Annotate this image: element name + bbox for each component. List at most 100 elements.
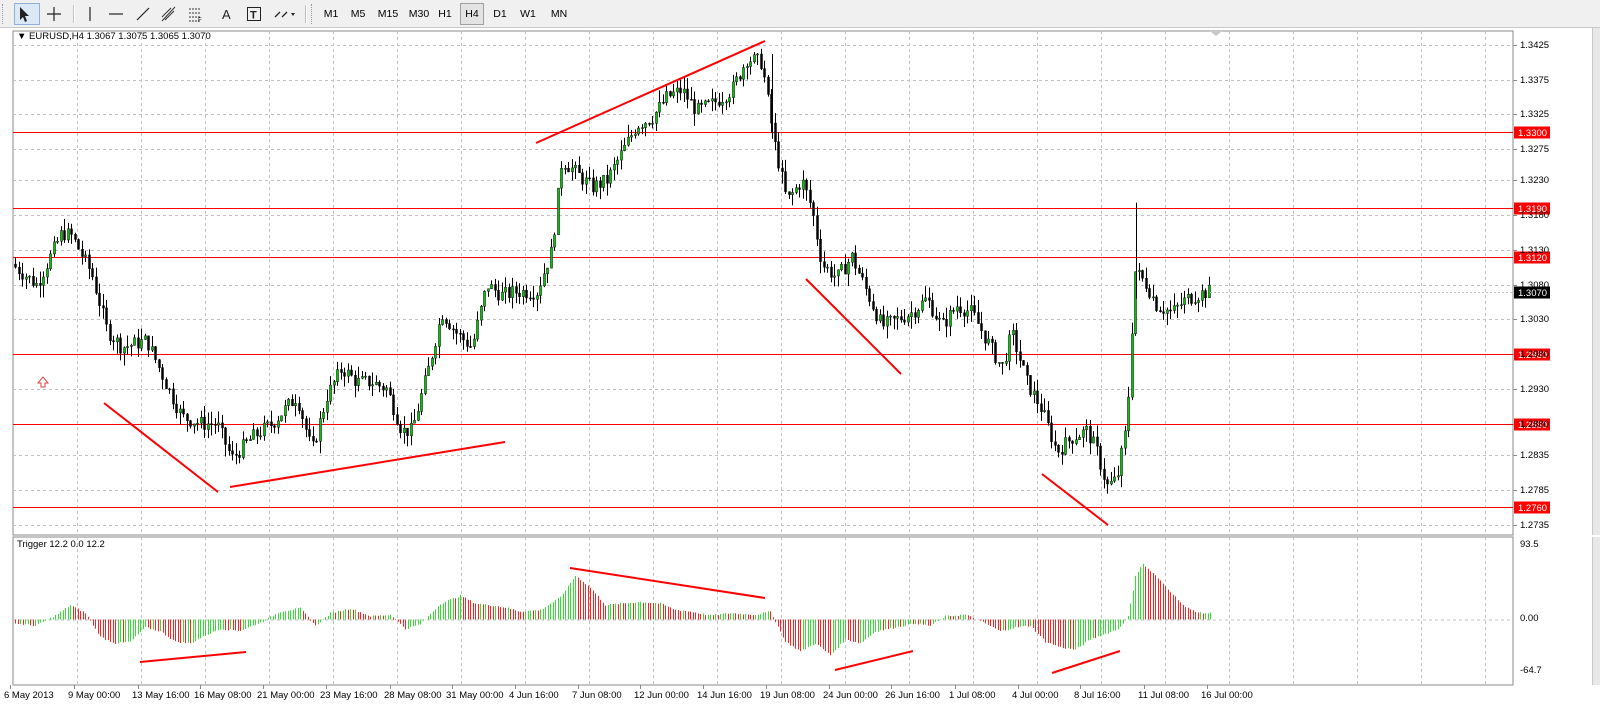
candle [508, 283, 511, 303]
toolbar-grip[interactable] [311, 4, 314, 24]
channel-icon [161, 6, 176, 22]
candle [907, 314, 910, 327]
candle [1019, 339, 1022, 368]
price-tick-label: 1.3230 [1520, 174, 1550, 186]
candle [161, 363, 164, 390]
text-label-tool[interactable]: T [244, 3, 268, 25]
candle [994, 339, 997, 365]
candle [886, 310, 889, 339]
candle [812, 200, 815, 227]
candle [214, 418, 217, 434]
price-tick-label: 1.2735 [1520, 519, 1550, 531]
level-price-badge [1514, 126, 1550, 139]
candle [371, 372, 374, 397]
toolbar-grip[interactable] [2, 4, 5, 24]
fibonacci-tool[interactable]: F [185, 3, 209, 25]
candle [182, 400, 185, 418]
candle [105, 299, 108, 332]
cursor-tool[interactable] [14, 3, 40, 25]
candle [921, 294, 924, 313]
candle [536, 292, 539, 312]
candle [259, 426, 262, 440]
candle [158, 358, 161, 373]
arrow-cursor-icon [20, 7, 29, 22]
time-axis-label: 14 Jun 16:00 [697, 690, 752, 701]
candle [221, 414, 224, 439]
horizontal-line-tool[interactable] [106, 3, 128, 25]
time-axis-label: 7 Jun 08:00 [572, 690, 622, 701]
candle [280, 415, 283, 422]
candle [1138, 262, 1141, 281]
candle [389, 381, 392, 397]
candle [350, 365, 353, 377]
candle [1061, 444, 1064, 465]
candle [378, 380, 381, 393]
toolbar-separator [305, 5, 307, 23]
candle [1166, 307, 1169, 326]
candle [956, 295, 959, 319]
crosshair-tool[interactable] [44, 3, 70, 25]
candle [571, 159, 574, 181]
candle [592, 169, 595, 196]
period-m5-button[interactable]: M5 [350, 8, 366, 20]
period-h1-button[interactable]: H1 [438, 8, 452, 20]
candle [396, 406, 399, 426]
candle [648, 122, 651, 127]
period-m30-button[interactable]: M30 [408, 8, 430, 20]
time-axis-label: 8 Jul 16:00 [1074, 690, 1121, 701]
indicator-window-frame [12, 536, 1514, 686]
candle [795, 184, 798, 195]
text-tool[interactable]: A [216, 3, 238, 25]
candle [256, 427, 259, 445]
text-label-icon: T [247, 7, 261, 22]
trendline-tool[interactable] [133, 3, 155, 25]
candle [532, 285, 535, 308]
candle [557, 187, 560, 236]
candle [480, 304, 483, 326]
chart-canvas[interactable]: 1.3300 1.3190 1.3120 1.2980 1.2880 1.2760 1.30… [0, 28, 1600, 710]
period-w1-button[interactable]: W1 [520, 8, 536, 20]
candle [186, 413, 189, 432]
candle [375, 375, 378, 386]
vertical-line-tool[interactable] [80, 3, 102, 25]
candle [84, 250, 87, 263]
equidistant-channel-tool[interactable] [158, 3, 182, 25]
current-price-badge [1514, 286, 1550, 299]
period-h4-button[interactable]: H4 [460, 3, 484, 25]
level-price-label: 1.2760 [1518, 503, 1547, 514]
candle [144, 333, 147, 340]
trend-line [1051, 650, 1121, 674]
chart-window: 1.3300 1.3190 1.3120 1.2980 1.2880 1.2760 1.30… [0, 28, 1600, 710]
time-axis-label: 24 Jun 00:00 [823, 690, 878, 701]
candle [805, 178, 808, 201]
candle [1190, 292, 1193, 306]
arrows-tool[interactable] [272, 3, 302, 25]
candle [1015, 322, 1018, 365]
candle [284, 399, 287, 423]
candle [798, 184, 801, 198]
candle [1047, 401, 1050, 426]
period-mn-button[interactable]: MN [550, 8, 568, 20]
candle [354, 370, 357, 398]
period-d1-button[interactable]: D1 [493, 8, 507, 20]
main-window-scrollbar[interactable] [1592, 28, 1600, 535]
candle [319, 411, 322, 454]
candle [210, 411, 213, 436]
candle [308, 417, 311, 442]
candle [32, 267, 35, 288]
candle [609, 167, 612, 188]
candle [644, 122, 647, 137]
period-m1-button[interactable]: M1 [323, 8, 339, 20]
period-m15-button[interactable]: M15 [377, 8, 399, 20]
candle [515, 281, 518, 304]
candle [95, 267, 98, 295]
candle [424, 368, 427, 396]
candle [473, 333, 476, 350]
candle [928, 287, 931, 308]
indicator-window-scrollbar[interactable] [1592, 537, 1600, 685]
candle [231, 440, 234, 461]
chart-menu-triangle-icon[interactable]: ▼ [17, 31, 27, 42]
candle [690, 87, 693, 101]
candle [466, 332, 469, 352]
candle [123, 346, 126, 366]
